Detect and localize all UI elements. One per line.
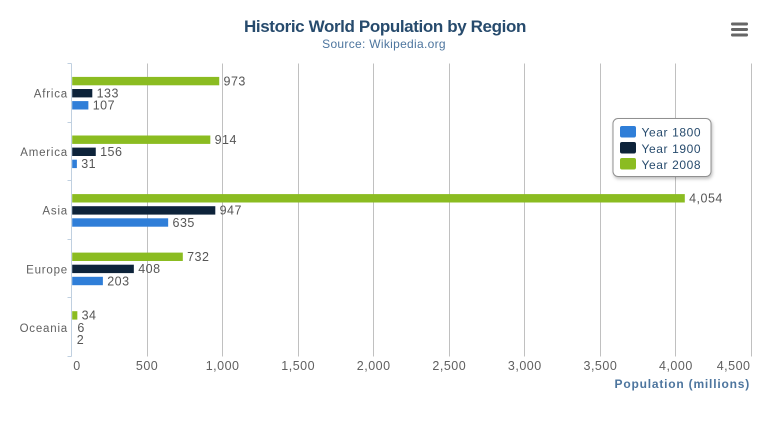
svg-text:732: 732 <box>187 250 209 264</box>
svg-text:107: 107 <box>93 99 115 113</box>
svg-text:4,054: 4,054 <box>689 192 723 206</box>
svg-text:Source: Wikipedia.org: Source: Wikipedia.org <box>322 37 446 51</box>
svg-text:Europe: Europe <box>26 264 68 276</box>
svg-text:Year 2008: Year 2008 <box>642 158 702 172</box>
svg-text:4,500: 4,500 <box>717 359 751 373</box>
svg-text:3,500: 3,500 <box>584 359 618 373</box>
svg-text:914: 914 <box>215 133 237 147</box>
svg-text:31: 31 <box>81 157 96 171</box>
svg-text:2,000: 2,000 <box>357 359 391 373</box>
svg-text:Year 1900: Year 1900 <box>642 142 702 156</box>
svg-text:947: 947 <box>220 204 242 218</box>
svg-text:6: 6 <box>77 321 84 335</box>
svg-text:203: 203 <box>107 274 129 288</box>
svg-text:1,500: 1,500 <box>281 359 315 373</box>
svg-text:2: 2 <box>77 333 84 347</box>
svg-text:2,500: 2,500 <box>432 359 466 373</box>
svg-text:Oceania: Oceania <box>20 323 68 335</box>
svg-text:133: 133 <box>97 87 119 101</box>
svg-text:156: 156 <box>100 145 122 159</box>
svg-text:34: 34 <box>82 309 97 323</box>
svg-text:0: 0 <box>73 359 80 373</box>
svg-text:Year 1800: Year 1800 <box>642 126 702 140</box>
svg-text:4,000: 4,000 <box>659 359 693 373</box>
svg-text:635: 635 <box>173 216 195 230</box>
svg-text:500: 500 <box>136 359 158 373</box>
svg-text:America: America <box>20 147 68 159</box>
svg-text:Historic World Population by R: Historic World Population by Region <box>244 17 526 36</box>
svg-text:408: 408 <box>138 262 160 276</box>
svg-text:Asia: Asia <box>42 206 68 218</box>
svg-text:3,000: 3,000 <box>508 359 542 373</box>
svg-text:973: 973 <box>224 74 246 88</box>
svg-text:Population (millions): Population (millions) <box>615 377 750 391</box>
svg-text:Africa: Africa <box>34 89 68 101</box>
svg-text:1,000: 1,000 <box>206 359 240 373</box>
